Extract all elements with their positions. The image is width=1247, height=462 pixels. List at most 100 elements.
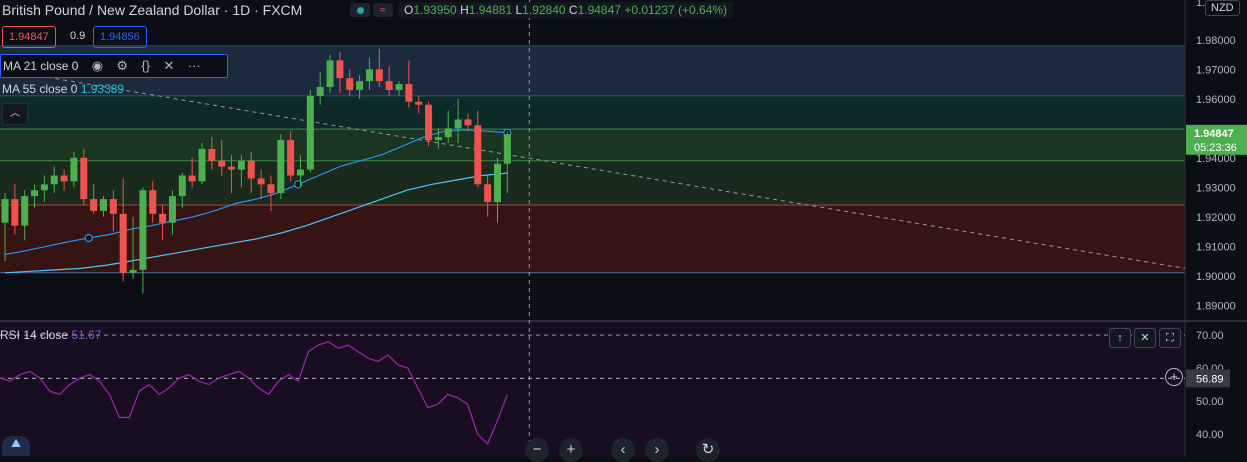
candle-body-1 <box>11 199 19 226</box>
status-indicators: ≈ <box>350 3 393 17</box>
ma55-value: 1.93389 <box>80 82 125 96</box>
candle-body-9 <box>90 199 98 211</box>
ma55-label: MA 55 close 0 <box>2 82 78 96</box>
close-value: 1.94847 <box>577 3 621 17</box>
reset-controls: ↻ <box>696 438 720 462</box>
price-tick-5: 1.93000 <box>1196 182 1236 194</box>
spread-value: 0.9 <box>70 30 86 42</box>
pane-maximize-button[interactable]: ⛶ <box>1159 328 1181 348</box>
candle-body-13 <box>129 269 137 273</box>
open-label: O <box>404 3 414 17</box>
more-icon[interactable]: ··· <box>187 58 201 73</box>
rsi-background <box>0 322 1185 457</box>
rsi-tick-3: 40.00 <box>1196 429 1224 441</box>
candle-body-44 <box>434 137 442 141</box>
trendline[interactable] <box>0 68 1186 269</box>
currency-button[interactable]: NZD <box>1205 0 1240 16</box>
candle-body-8 <box>80 157 88 200</box>
code-braces-icon[interactable]: {} <box>141 58 151 73</box>
price-axis[interactable]: 1.980001.970001.960001.950001.940001.930… <box>1186 0 1247 312</box>
tradingview-logo-icon[interactable]: ⛰ <box>2 436 30 456</box>
candle-body-7 <box>70 157 78 182</box>
candle-body-40 <box>395 84 403 90</box>
ma21-anchor-0 <box>84 233 93 243</box>
candle-body-30 <box>297 169 304 176</box>
candle-body-5 <box>50 175 58 185</box>
candle-body-10 <box>100 199 107 211</box>
candle-body-47 <box>464 119 472 126</box>
candle-body-11 <box>109 199 117 214</box>
change-value: +0.01237 (+0.64%) <box>624 3 728 17</box>
zone-1 <box>0 95 1185 130</box>
add-alert-icon[interactable]: + <box>1165 368 1183 386</box>
data-provider-icon: ≈ <box>373 3 393 17</box>
close-icon[interactable]: ✕ <box>163 58 175 73</box>
candle-body-2 <box>21 196 29 226</box>
candle-body-19 <box>188 175 196 182</box>
candle-body-14 <box>139 190 147 270</box>
price-tick-2: 1.96000 <box>1196 94 1236 106</box>
candle-body-16 <box>159 213 167 223</box>
candle-body-6 <box>60 175 68 182</box>
price-tick-4: 1.94000 <box>1196 153 1236 165</box>
price-tick-1: 1.97000 <box>1196 64 1236 76</box>
zone-4 <box>0 204 1185 273</box>
close-label: C <box>568 3 578 17</box>
rsi-legend[interactable]: RSI 14 close 51.67 <box>0 328 101 342</box>
candle-body-17 <box>168 196 176 223</box>
scroll-right-button[interactable]: › <box>645 438 669 462</box>
scroll-left-button[interactable]: ‹ <box>611 438 635 462</box>
symbol-title[interactable]: British Pound / New Zealand Dollar · 1D … <box>2 2 303 18</box>
collapse-legend-button[interactable]: ︿ <box>2 103 28 125</box>
candle-body-48 <box>474 125 482 185</box>
candle-body-31 <box>306 95 314 170</box>
rsi-label: RSI 14 close <box>0 328 69 342</box>
candle-body-39 <box>385 81 393 90</box>
rsi-pane <box>0 334 1185 445</box>
low-label: L <box>515 3 523 17</box>
sell-button[interactable]: 1.94847 <box>2 26 56 48</box>
candle-body-3 <box>31 190 39 197</box>
price-zones <box>0 45 1185 457</box>
pane-move-up-button[interactable]: ↑ <box>1109 328 1131 348</box>
candle-body-24 <box>237 160 245 170</box>
candle-body-0 <box>1 199 9 223</box>
candle-body-36 <box>356 81 364 90</box>
price-tick-7: 1.91000 <box>1196 241 1236 253</box>
candle-body-46 <box>454 119 462 129</box>
candle-body-35 <box>346 78 354 90</box>
ma21-legend[interactable]: MA 21 close 0 ◉ ⚙ {} ✕ ··· <box>0 54 228 78</box>
market-open-icon <box>350 3 370 17</box>
candle-body-37 <box>365 69 373 82</box>
price-tick-6: 1.92000 <box>1196 212 1236 224</box>
candle-body-33 <box>326 60 334 88</box>
candle-body-32 <box>316 87 324 96</box>
zoom-out-button[interactable]: − <box>525 438 549 462</box>
candle-body-4 <box>40 184 48 191</box>
candle-body-50 <box>494 163 501 203</box>
candle-body-25 <box>247 160 255 179</box>
candle-body-41 <box>405 84 413 102</box>
trendline-path <box>0 68 1186 269</box>
buy-button[interactable]: 1.94856 <box>93 26 147 48</box>
candle-body-51 <box>503 134 511 164</box>
price-tick-8: 1.90000 <box>1196 271 1236 283</box>
ma55-legend[interactable]: MA 55 close 0 1.93389 <box>0 78 128 100</box>
reset-chart-button[interactable]: ↻ <box>696 438 720 462</box>
scroll-controls: ‹ › <box>611 438 669 462</box>
ma55-path <box>4 172 508 274</box>
high-label: H <box>460 3 469 17</box>
pane-close-button[interactable]: ✕ <box>1134 328 1156 348</box>
eye-icon[interactable]: ◉ <box>91 58 104 73</box>
rsi-tick-2: 50.00 <box>1196 396 1224 408</box>
candle-body-15 <box>149 190 157 214</box>
candle-body-29 <box>287 140 295 176</box>
zoom-in-button[interactable]: + <box>559 438 583 462</box>
rsi-path <box>0 341 508 445</box>
ma21-anchor-1 <box>293 180 303 189</box>
gear-icon[interactable]: ⚙ <box>116 58 129 73</box>
candle-body-43 <box>425 104 433 141</box>
price-tick-0: 1.98000 <box>1196 35 1236 47</box>
